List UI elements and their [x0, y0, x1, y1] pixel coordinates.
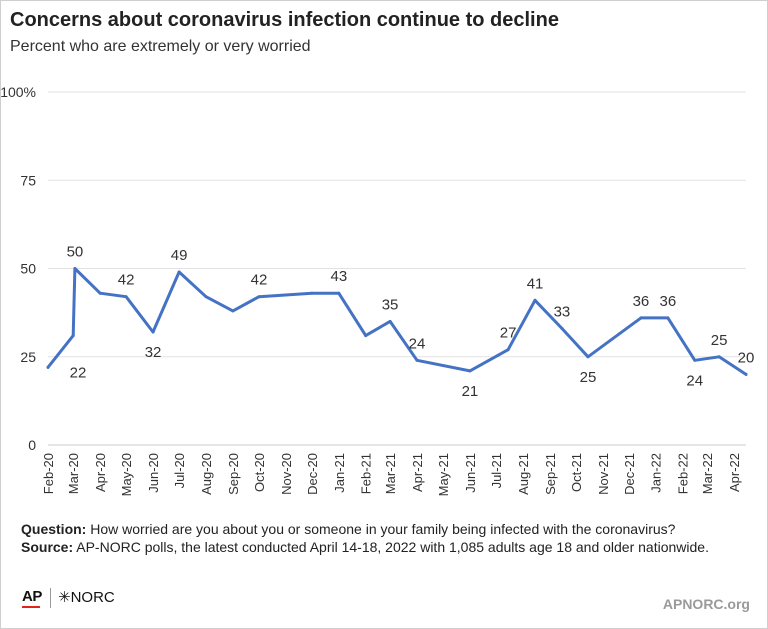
website-link[interactable]: APNORC.org [662, 596, 750, 612]
x-tick-label: Aug-21 [516, 453, 531, 495]
x-tick-label: Aug-20 [199, 453, 214, 495]
x-tick-label: Sep-21 [543, 453, 558, 495]
data-point [73, 267, 77, 270]
data-point [177, 270, 181, 274]
data-point [310, 291, 314, 295]
x-tick-label: Jun-20 [146, 453, 161, 493]
data-label: 25 [580, 369, 597, 386]
data-label: 42 [118, 272, 135, 289]
data-point [717, 355, 721, 359]
x-tick-label: Mar-22 [700, 453, 715, 494]
chart-title: Concerns about coronavirus infection con… [10, 9, 559, 31]
question-note: Question: How worried are you about you … [21, 520, 751, 538]
data-label: 42 [251, 272, 268, 289]
data-labels: 22 50 42 32 49 42 43 35 24 21 27 41 33 25 36 36 24 25 20 [67, 244, 755, 400]
y-tick-label: 75 [20, 172, 36, 188]
x-tick-label: May-20 [119, 453, 134, 496]
x-tick-label: Apr-20 [93, 453, 108, 492]
data-label: 24 [686, 372, 703, 389]
data-point [693, 358, 697, 362]
data-point [46, 365, 50, 369]
chart-subtitle: Percent who are extremely or very worrie… [10, 38, 311, 55]
question-text: How worried are you about you or someone… [86, 521, 676, 537]
data-label: 22 [70, 364, 87, 381]
data-label: 33 [554, 304, 571, 321]
data-point [98, 291, 102, 295]
grid-lines [48, 91, 746, 446]
data-point [415, 358, 419, 362]
data-point [151, 330, 155, 334]
data-label: 36 [660, 293, 677, 310]
data-point [204, 295, 208, 299]
x-tick-label: Feb-20 [41, 453, 56, 494]
data-point [560, 327, 564, 331]
data-label: 50 [67, 244, 84, 261]
source-note: Source: AP-NORC polls, the latest conduc… [21, 538, 751, 556]
y-tick-label: 25 [20, 349, 36, 365]
x-tick-label: Dec-20 [305, 453, 320, 495]
x-tick-label: Apr-22 [727, 453, 742, 492]
data-point [364, 334, 368, 338]
data-point [586, 355, 590, 359]
series-line-layer [46, 267, 748, 376]
data-point [666, 316, 670, 320]
data-label: 49 [171, 247, 188, 264]
x-tick-label: Oct-21 [569, 453, 584, 492]
question-label: Question: [21, 521, 87, 537]
data-point [337, 291, 341, 295]
data-point [257, 295, 261, 299]
data-point [124, 295, 128, 299]
data-label: 20 [738, 349, 755, 366]
y-tick-label: 50 [20, 261, 36, 277]
data-label: 43 [330, 268, 347, 285]
x-tick-label: May-21 [436, 453, 451, 496]
y-axis-ticks: 0 25 50 75 100% [0, 84, 36, 453]
x-tick-label: Nov-21 [596, 453, 611, 495]
data-point [388, 319, 392, 323]
x-tick-label: Mar-21 [383, 453, 398, 494]
footnote: Question: How worried are you about you … [21, 520, 751, 556]
data-label: 32 [145, 344, 162, 361]
x-tick-label: Oct-20 [252, 453, 267, 492]
x-tick-label: Jul-20 [172, 453, 187, 488]
norc-logo: ✳NORC [58, 589, 115, 606]
x-tick-label: Nov-20 [279, 453, 294, 495]
data-point [71, 334, 75, 338]
data-label: 41 [527, 275, 544, 292]
logo-divider [50, 588, 51, 608]
x-tick-label: Mar-20 [66, 453, 81, 494]
data-point [506, 348, 510, 352]
x-tick-label: Sep-20 [226, 453, 241, 495]
x-tick-label: Feb-21 [359, 453, 374, 494]
y-tick-label: 100% [0, 84, 36, 100]
data-point [639, 316, 643, 320]
x-tick-label: Dec-21 [622, 453, 637, 495]
data-point [533, 298, 537, 302]
source-label: Source: [21, 539, 74, 555]
data-point [468, 369, 472, 373]
data-label: 36 [633, 293, 650, 310]
data-point [231, 309, 235, 313]
x-tick-label: Jun-21 [463, 453, 478, 493]
data-point [744, 372, 748, 376]
ap-logo: AP [22, 588, 42, 605]
data-label: 35 [382, 296, 399, 313]
x-tick-label: Jan-21 [332, 453, 347, 493]
ap-logo-underline [22, 606, 40, 608]
x-tick-label: Apr-21 [410, 453, 425, 492]
line-chart: 0 25 50 75 100% Feb-20 Mar-20 Apr-20 May-20 Jun-… [0, 84, 755, 496]
data-label: 27 [500, 325, 517, 342]
data-label: 24 [409, 335, 426, 352]
x-axis-ticks: Feb-20 Mar-20 Apr-20 May-20 Jun-20 Jul-20 Aug-… [41, 453, 742, 496]
x-tick-label: Jul-21 [489, 453, 504, 488]
data-label: 21 [462, 383, 479, 400]
data-label: 25 [711, 332, 728, 349]
x-tick-label: Jan-22 [649, 453, 664, 493]
source-text: AP-NORC polls, the latest conducted Apri… [73, 539, 709, 555]
y-tick-label: 0 [28, 437, 36, 453]
x-tick-label: Feb-22 [676, 453, 691, 494]
